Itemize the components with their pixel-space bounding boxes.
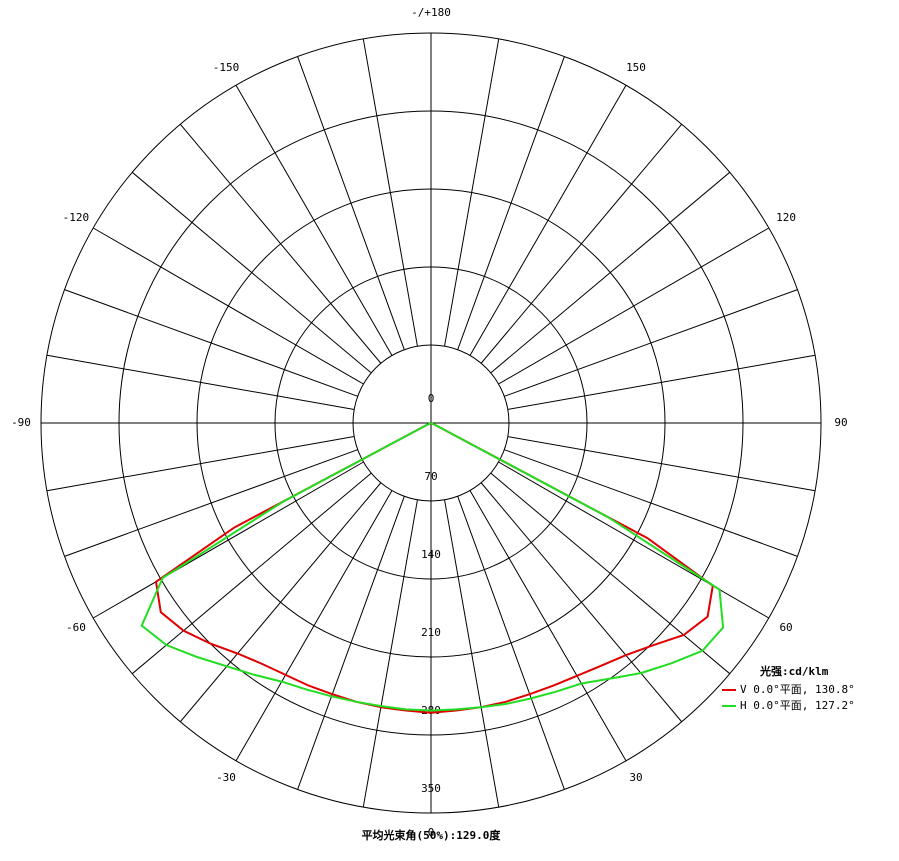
r-tick-label: 0	[428, 392, 435, 405]
spoke	[131, 171, 372, 374]
theta-tick-label: 90	[834, 416, 847, 429]
spoke	[235, 490, 393, 761]
spoke	[507, 436, 816, 492]
spoke	[480, 123, 683, 364]
spoke	[131, 472, 372, 675]
spoke	[297, 496, 405, 790]
theta-tick-label: 150	[626, 61, 646, 74]
r-tick-label: 70	[424, 470, 437, 483]
spoke	[93, 461, 364, 619]
theta-tick-label: -/+180	[411, 6, 451, 19]
spoke	[235, 85, 393, 356]
theta-tick-label: 60	[779, 621, 792, 634]
legend-label: H 0.0°平面, 127.2°	[740, 699, 855, 712]
caption: 平均光束角(50%):129.0度	[362, 828, 502, 842]
spoke	[46, 436, 355, 492]
theta-tick-label: -120	[63, 211, 90, 224]
spoke	[504, 449, 798, 557]
theta-tick-label: 120	[776, 211, 796, 224]
theta-tick-label: -90	[11, 416, 31, 429]
spoke	[504, 289, 798, 397]
spoke	[362, 499, 418, 808]
theta-tick-label: -150	[213, 61, 240, 74]
spoke	[64, 449, 358, 557]
spoke	[480, 482, 683, 723]
spoke	[93, 227, 364, 385]
spoke	[179, 482, 382, 723]
spoke	[498, 461, 769, 619]
spoke	[444, 499, 500, 808]
grid: 070140210280350-150-120-90-60-3003060901…	[11, 6, 848, 839]
spoke	[507, 354, 816, 410]
spoke	[362, 38, 418, 347]
theta-tick-label: 0	[428, 826, 435, 839]
spoke	[46, 354, 355, 410]
series-line	[154, 422, 714, 714]
spoke	[469, 490, 627, 761]
spoke	[444, 38, 500, 347]
plot	[140, 422, 725, 714]
legend-title: 光强:cd/klm	[759, 664, 829, 678]
spoke	[297, 56, 405, 350]
spoke	[498, 227, 769, 385]
spoke	[457, 56, 565, 350]
r-tick-label: 140	[421, 548, 441, 561]
spoke	[490, 171, 731, 374]
theta-tick-label: -60	[66, 621, 86, 634]
spoke	[64, 289, 358, 397]
r-tick-label: 350	[421, 782, 441, 795]
theta-tick-label: 30	[629, 771, 642, 784]
spoke	[179, 123, 382, 364]
legend-label: V 0.0°平面, 130.8°	[740, 683, 855, 696]
spoke	[457, 496, 565, 790]
spoke	[490, 472, 731, 675]
series-line	[140, 422, 725, 712]
spoke	[469, 85, 627, 356]
r-tick-label: 210	[421, 626, 441, 639]
theta-tick-label: -30	[216, 771, 236, 784]
